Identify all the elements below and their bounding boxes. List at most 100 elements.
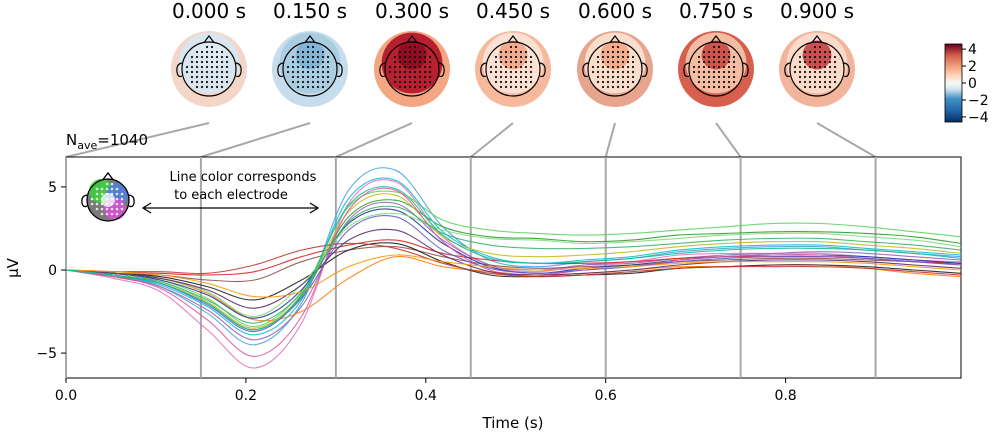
electrode-dot [195, 65, 199, 69]
colorbar-ticks: 420−2−4 [962, 42, 989, 126]
electrode-dot [519, 50, 523, 54]
electrode-dot [296, 65, 300, 69]
electrode-dot [524, 50, 528, 54]
electrode-dot [403, 50, 407, 54]
electrode-dot [707, 60, 711, 64]
electrode-dot [596, 60, 600, 64]
electrode-dot [697, 60, 701, 64]
electrode-dot [626, 65, 630, 69]
electrode-dot [423, 55, 427, 59]
electrode-dot [514, 65, 518, 69]
electrode-dot [185, 70, 189, 74]
electrode-dot [321, 55, 325, 59]
topomap: 0.900 s [779, 0, 855, 107]
electrode-dot [509, 45, 513, 49]
electrode-dot [823, 50, 827, 54]
electrode-dot [707, 80, 711, 84]
electrode-dot [504, 65, 508, 69]
electrode-dot [210, 60, 214, 64]
electrode-dot [524, 65, 528, 69]
topomap: 0.150 s [272, 0, 348, 107]
electrode-dot [808, 60, 812, 64]
electrode-dot [722, 55, 726, 59]
electrode-dot [321, 65, 325, 69]
electrode-dot [301, 65, 305, 69]
electrode-dot [722, 80, 726, 84]
electrode-dot [828, 55, 832, 59]
electrode-dot [514, 50, 518, 54]
electrode-dot [286, 65, 290, 69]
electrode-dot [808, 75, 812, 79]
head-outline [587, 41, 643, 97]
colorbar: 420−2−4 [944, 42, 989, 126]
electrode-dot [398, 55, 402, 59]
electrode-dot [717, 80, 721, 84]
electrode-dot [326, 60, 330, 64]
electrode-dot [509, 80, 513, 84]
electrode-dot [428, 80, 432, 84]
electrode-dot [833, 55, 837, 59]
electrode-dot [616, 60, 620, 64]
colorbar-gradient [944, 43, 963, 123]
electrode-dot [316, 85, 320, 89]
electrode-dot [707, 75, 711, 79]
electrode-dot [712, 60, 716, 64]
electrode-dot [702, 55, 706, 59]
topomap-field-peak [802, 40, 832, 70]
electrode-dot [529, 55, 533, 59]
electrode-dot [793, 70, 797, 74]
electrode-dot [195, 80, 199, 84]
legend-head-outline [86, 178, 130, 222]
legend-electrode-dot [95, 187, 99, 191]
electrode-dot [808, 80, 812, 84]
electrode-dot [403, 75, 407, 79]
electrode-dot [697, 70, 701, 74]
electrode-dot [489, 70, 493, 74]
electrode-dot [631, 70, 635, 74]
electrode-dot [408, 85, 412, 89]
electrode-dot [798, 80, 802, 84]
electrode-dot [621, 55, 625, 59]
electrode-dot [311, 55, 315, 59]
electrode-trace [66, 187, 961, 357]
electrode-dot [220, 60, 224, 64]
electrode-dot [509, 75, 513, 79]
electrode-dot [616, 75, 620, 79]
electrode-dot [200, 60, 204, 64]
electrode-dot [611, 65, 615, 69]
electrode-dot [813, 45, 817, 49]
electrode-dot [499, 65, 503, 69]
head-left-ear [582, 62, 589, 78]
head-nose [406, 35, 418, 43]
topomap: 0.000 s [171, 0, 247, 107]
electrode-dot [494, 70, 498, 74]
electrode-dot [311, 80, 315, 84]
electrode-dot [306, 45, 310, 49]
electrode-dot [296, 75, 300, 79]
electrode-dot [524, 60, 528, 64]
electrode-dot [712, 70, 716, 74]
electrode-dot [717, 75, 721, 79]
electrode-dot [828, 75, 832, 79]
legend-electrode-dot [110, 197, 114, 201]
electrode-dot [818, 70, 822, 74]
electrode-dot [220, 65, 224, 69]
electrode-dot [418, 70, 422, 74]
x-tick-label: 0.2 [235, 388, 257, 404]
electrode-trace [66, 167, 961, 346]
electrode-dot [828, 80, 832, 84]
electrode-dot [529, 70, 533, 74]
electrode-dot [727, 85, 731, 89]
electrode-dot [205, 45, 209, 49]
electrode-dot [727, 75, 731, 79]
electrode-dot [707, 55, 711, 59]
electrode-dot [514, 45, 518, 49]
electrode-dot [803, 70, 807, 74]
legend-electrode-dot [120, 197, 124, 201]
electrode-dot [225, 55, 229, 59]
electrode-dot [423, 75, 427, 79]
electrode-dot [311, 75, 315, 79]
electrode-dot [205, 55, 209, 59]
electrode-dot [803, 75, 807, 79]
electrode-dot [823, 65, 827, 69]
